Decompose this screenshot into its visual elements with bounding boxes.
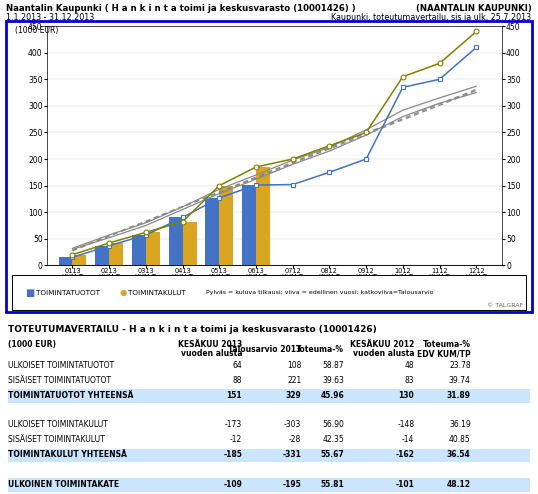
Text: 36.54: 36.54 — [447, 450, 471, 459]
Text: 83: 83 — [405, 376, 414, 385]
Text: KESÄKUU 2012: KESÄKUU 2012 — [350, 340, 414, 349]
Text: -195: -195 — [282, 480, 301, 489]
Text: 58.87: 58.87 — [323, 361, 344, 370]
Text: TOTEUTUMAVERTAILU - H a n k i n t a toimi ja keskusvarasto (10001426): TOTEUTUMAVERTAILU - H a n k i n t a toim… — [8, 325, 377, 333]
Text: 23.78: 23.78 — [449, 361, 471, 370]
Text: Naantalin Kaupunki ( H a n k i n t a toimi ja keskusvarasto (10001426) ): Naantalin Kaupunki ( H a n k i n t a toi… — [6, 4, 356, 13]
Text: ●: ● — [119, 288, 126, 297]
Text: SISÄISET TOIMINTAKULUT: SISÄISET TOIMINTAKULUT — [8, 435, 105, 444]
Bar — [256, 167, 270, 265]
Text: (NAANTALIN KAUPUNKI): (NAANTALIN KAUPUNKI) — [416, 4, 532, 13]
Text: 88: 88 — [232, 376, 242, 385]
Text: ULKOISET TOIMINTAKULUT: ULKOISET TOIMINTAKULUT — [8, 420, 108, 429]
Text: 151: 151 — [226, 391, 242, 400]
Text: Toteuma-%: Toteuma-% — [296, 345, 344, 354]
Text: EDV KUM/TP: EDV KUM/TP — [417, 349, 471, 358]
Text: 55.81: 55.81 — [321, 480, 344, 489]
Text: -109: -109 — [223, 480, 242, 489]
Text: 48: 48 — [405, 361, 414, 370]
Text: 329: 329 — [286, 391, 301, 400]
Text: TOIMINTATUOTOT: TOIMINTATUOTOT — [36, 289, 100, 296]
Text: © TALGRAF: © TALGRAF — [487, 303, 523, 308]
Bar — [146, 232, 160, 265]
Text: 45.96: 45.96 — [321, 391, 344, 400]
Bar — [109, 243, 123, 265]
Text: Kaupunki, toteutumavertailu, sis ja ulk, 25.7.2013: Kaupunki, toteutumavertailu, sis ja ulk,… — [331, 13, 532, 22]
Text: 108: 108 — [287, 361, 301, 370]
Bar — [182, 222, 196, 265]
Text: ULKOINEN TOIMINTAKATE: ULKOINEN TOIMINTAKATE — [8, 480, 119, 489]
Bar — [206, 198, 220, 265]
Text: ULKOISET TOIMINTATUOTOT: ULKOISET TOIMINTATUOTOT — [8, 361, 114, 370]
Text: 130: 130 — [399, 391, 414, 400]
Text: -28: -28 — [289, 435, 301, 444]
Bar — [132, 235, 146, 265]
Text: TOIMINTATUOTOT YHTEENSÄ: TOIMINTATUOTOT YHTEENSÄ — [8, 391, 133, 400]
Text: -14: -14 — [402, 435, 414, 444]
Text: 64: 64 — [232, 361, 242, 370]
Bar — [220, 186, 233, 265]
Text: 56.90: 56.90 — [322, 420, 344, 429]
Bar — [169, 217, 182, 265]
Text: Talousarvio 2013: Talousarvio 2013 — [228, 345, 301, 354]
Text: 40.85: 40.85 — [449, 435, 471, 444]
Bar — [59, 257, 73, 265]
Text: -331: -331 — [282, 450, 301, 459]
Text: ■: ■ — [25, 288, 34, 298]
Text: -173: -173 — [225, 420, 242, 429]
Text: 55.67: 55.67 — [321, 450, 344, 459]
Text: 1.1.2013 - 31.12.2013: 1.1.2013 - 31.12.2013 — [6, 13, 95, 22]
Text: -185: -185 — [223, 450, 242, 459]
Text: TOIMINTAKULUT YHTEENSÄ: TOIMINTAKULUT YHTEENSÄ — [8, 450, 127, 459]
Text: TOIMINTAKULUT: TOIMINTAKULUT — [128, 289, 186, 296]
Text: vuoden alusta: vuoden alusta — [353, 349, 414, 358]
Text: (1000 EUR): (1000 EUR) — [8, 340, 56, 349]
Bar — [95, 246, 109, 265]
Text: -162: -162 — [395, 450, 414, 459]
Text: 48.12: 48.12 — [447, 480, 471, 489]
Text: 31.89: 31.89 — [447, 391, 471, 400]
Text: 39.63: 39.63 — [322, 376, 344, 385]
Text: -12: -12 — [230, 435, 242, 444]
Text: (1000 EUR): (1000 EUR) — [15, 26, 58, 35]
Text: 39.74: 39.74 — [449, 376, 471, 385]
Text: -101: -101 — [395, 480, 414, 489]
Bar — [242, 185, 256, 265]
Text: 36.19: 36.19 — [449, 420, 471, 429]
Text: Toteuma-%: Toteuma-% — [423, 340, 471, 349]
Text: Pylväs = kuluva tilkausi; viiva = edellinen vuosi; katkoviiva=Talousarvio: Pylväs = kuluva tilkausi; viiva = edelli… — [206, 290, 433, 295]
Text: 42.35: 42.35 — [323, 435, 344, 444]
Text: vuoden alusta: vuoden alusta — [181, 349, 242, 358]
Text: KESÄKUU 2013: KESÄKUU 2013 — [178, 340, 242, 349]
Bar — [73, 254, 87, 265]
Text: -148: -148 — [397, 420, 414, 429]
Text: SISÄISET TOIMINTATUOTOT: SISÄISET TOIMINTATUOTOT — [8, 376, 111, 385]
Text: 221: 221 — [287, 376, 301, 385]
Text: -303: -303 — [284, 420, 301, 429]
